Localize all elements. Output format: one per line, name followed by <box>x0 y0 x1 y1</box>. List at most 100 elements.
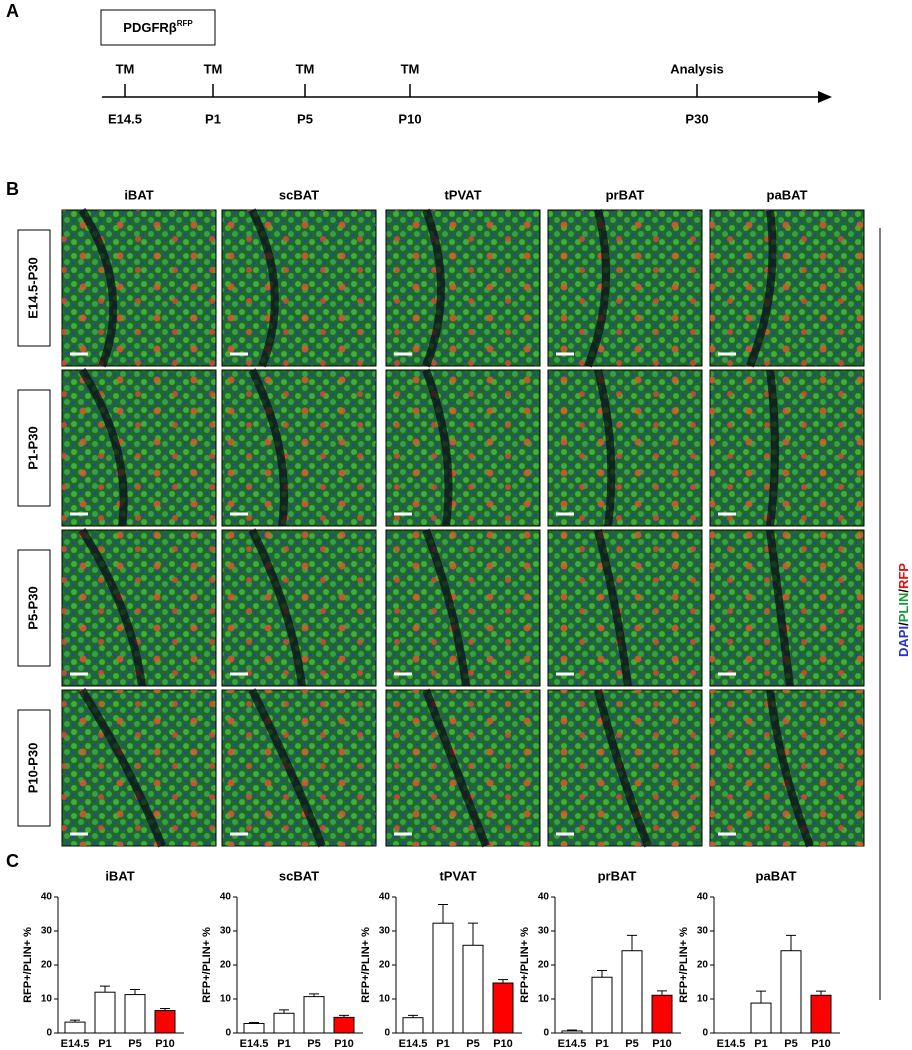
stain-part: RFP <box>896 563 911 589</box>
mouse-sup: RFP <box>177 19 194 28</box>
x-tick-label: P1 <box>98 1038 111 1050</box>
row-label: P10-P30 <box>25 743 40 794</box>
micrograph-dark <box>422 208 445 368</box>
micrograph-rfp <box>62 210 216 366</box>
panel-label: B <box>6 179 19 199</box>
timeline-arrow <box>818 91 832 103</box>
y-tick-label: 40 <box>379 892 391 903</box>
y-tick-label: 0 <box>225 1028 231 1039</box>
x-tick-label: E14.5 <box>558 1038 587 1050</box>
error-bar <box>408 1014 418 1018</box>
error-bar <box>130 988 140 995</box>
y-tick-label: 20 <box>379 960 391 971</box>
panel-label: A <box>6 1 19 21</box>
y-tick-label: 20 <box>41 960 53 971</box>
error-bar <box>567 1029 577 1031</box>
row-box <box>17 709 51 827</box>
micrograph-dark <box>766 369 779 527</box>
micrograph-dark <box>422 368 453 527</box>
micrograph-rfp <box>710 370 864 526</box>
error-bar <box>309 993 319 997</box>
error-bar <box>249 1021 259 1024</box>
panel-label: C <box>6 851 19 871</box>
error-bar <box>468 922 478 946</box>
error-bar <box>627 934 637 951</box>
bar <box>333 1016 355 1034</box>
event-top: TM <box>401 61 420 76</box>
error-bar <box>279 1009 289 1014</box>
bar <box>303 996 325 1034</box>
chart-title: iBAT <box>105 868 134 883</box>
x-tick-label: P1 <box>595 1038 608 1050</box>
micrograph-dark <box>422 688 490 848</box>
y-tick-label: 10 <box>538 994 550 1005</box>
x-tick-label: P5 <box>784 1038 797 1050</box>
y-tick-label: 10 <box>697 994 709 1005</box>
column-label: scBAT <box>279 187 319 202</box>
event-bottom: P10 <box>398 111 421 126</box>
x-tick-label: P5 <box>128 1038 141 1050</box>
y-tick-label: 10 <box>220 994 232 1005</box>
column-label: iBAT <box>124 187 153 202</box>
micrograph-dark <box>248 688 326 848</box>
y-axis-label: RFP+/PLIN+ % <box>360 927 372 1003</box>
micrograph-dark <box>766 529 794 687</box>
x-tick-label: E14.5 <box>399 1038 428 1050</box>
row-box <box>17 389 51 507</box>
micrograph-dark <box>594 689 652 848</box>
error-bar <box>70 1019 80 1023</box>
y-axis-label: RFP+/PLIN+ % <box>201 927 213 1003</box>
y-axis-label: RFP+/PLIN+ % <box>678 927 690 1003</box>
chart-title: prBAT <box>598 868 637 883</box>
y-tick-label: 30 <box>379 926 391 937</box>
y-tick-label: 0 <box>384 1028 390 1039</box>
y-axis-label: RFP+/PLIN+ % <box>22 927 34 1003</box>
x-tick-label: E14.5 <box>717 1038 746 1050</box>
y-tick-label: 40 <box>41 892 53 903</box>
micrograph-rfp <box>386 210 540 366</box>
row-box <box>17 229 51 347</box>
x-tick-label: P1 <box>436 1038 449 1050</box>
bar <box>402 1017 424 1034</box>
micrograph-dark <box>746 209 777 368</box>
x-tick-label: P10 <box>652 1038 672 1050</box>
bar <box>124 994 146 1034</box>
micrograph-rfp <box>222 210 376 366</box>
bar <box>591 976 613 1034</box>
error-bar <box>657 990 667 996</box>
bar <box>750 1002 772 1034</box>
micrograph-dark <box>766 689 814 848</box>
micrograph-rfp <box>222 370 376 526</box>
event-top: TM <box>116 61 135 76</box>
row-box <box>17 549 51 667</box>
event-top: Analysis <box>670 61 723 76</box>
x-tick-label: P1 <box>754 1038 767 1050</box>
y-tick-label: 0 <box>543 1028 549 1039</box>
bar <box>154 1010 176 1034</box>
y-tick-label: 40 <box>538 892 550 903</box>
bar <box>243 1022 265 1034</box>
error-bar <box>756 990 766 1004</box>
bar <box>94 991 116 1034</box>
y-tick-label: 20 <box>220 960 232 971</box>
event-bottom: P5 <box>297 111 313 126</box>
y-tick-label: 10 <box>41 994 53 1005</box>
stain-part: / <box>896 589 911 593</box>
micrograph-dark <box>248 528 306 687</box>
micrograph-rfp <box>386 690 540 846</box>
error-bar <box>498 979 508 984</box>
x-tick-label: P1 <box>277 1038 290 1050</box>
error-bar <box>100 985 110 993</box>
bar <box>561 1030 583 1034</box>
micrograph-rfp <box>222 690 376 846</box>
chart-title: tPVAT <box>439 868 476 883</box>
x-tick-label: E14.5 <box>240 1038 269 1050</box>
y-axis-label: RFP+/PLIN+ % <box>519 927 531 1003</box>
micrograph-dark <box>422 528 470 687</box>
event-bottom: P1 <box>205 111 221 126</box>
bar <box>64 1021 86 1034</box>
micrograph-dark <box>78 367 128 527</box>
micrograph-rfp <box>62 370 216 526</box>
stain-part: DAPI <box>896 626 911 657</box>
